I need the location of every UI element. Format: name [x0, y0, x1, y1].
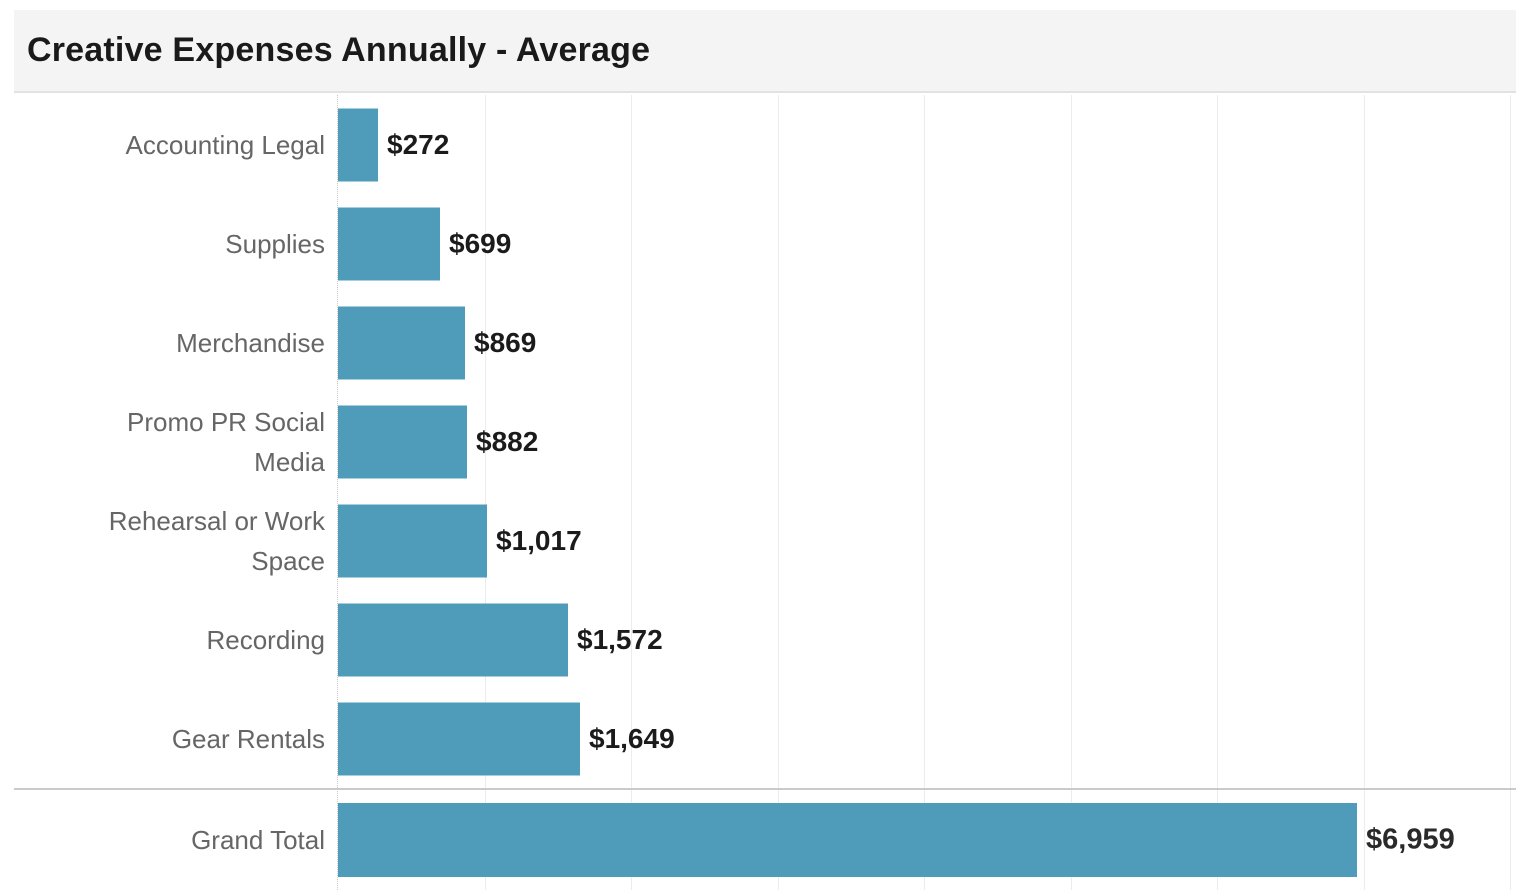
category-label-supplies: Supplies: [225, 228, 325, 259]
grand-total-row: Grand Total $6,959: [0, 790, 1516, 890]
chart-row-merchandise: Merchandise $869: [0, 293, 1516, 392]
bar-rows: Accounting Legal $272 Supplies $699 Merchand…: [0, 95, 1516, 788]
value-label-supplies: $699: [449, 227, 512, 259]
value-label-rehearsal-or-work-space: $1,017: [496, 524, 582, 556]
value-label-merchandise: $869: [474, 326, 537, 358]
chart-title: Creative Expenses Annually - Average: [27, 31, 651, 69]
chart-row-accounting-legal: Accounting Legal $272: [0, 95, 1516, 194]
category-label-rehearsal-or-work-space: Rehearsal or Work Space: [108, 505, 325, 576]
bar-merchandise[interactable]: [338, 306, 465, 379]
gridline: [1217, 95, 1218, 890]
chart-row-recording: Recording $1,572: [0, 590, 1516, 689]
bar-promo-pr-social-media[interactable]: [338, 405, 467, 478]
chart-row-rehearsal-or-work-space: Rehearsal or Work Space $1,017: [0, 491, 1516, 590]
chart-row-promo-pr-social-media: Promo PR Social Media $882: [0, 392, 1516, 491]
gridline: [924, 95, 925, 890]
value-label-accounting-legal: $272: [387, 128, 450, 160]
chart-row-supplies: Supplies $699: [0, 194, 1516, 293]
category-label-gear-rentals: Gear Rentals: [171, 723, 325, 754]
gridline: [1071, 95, 1072, 890]
category-label-accounting-legal: Accounting Legal: [125, 129, 325, 160]
gridline: [1510, 95, 1511, 890]
category-label-recording: Recording: [206, 624, 325, 655]
value-label-gear-rentals: $1,649: [589, 722, 675, 754]
bar-grand-total[interactable]: [338, 803, 1357, 877]
value-label-promo-pr-social-media: $882: [476, 425, 539, 457]
value-label-grand-total: $6,959: [1366, 823, 1455, 856]
category-label-grand-total: Grand Total: [191, 825, 325, 855]
gridline: [485, 95, 486, 890]
category-label-promo-pr-social-media: Promo PR Social Media: [127, 406, 325, 477]
bar-supplies[interactable]: [338, 207, 440, 280]
gridline: [631, 95, 632, 890]
bar-accounting-legal[interactable]: [338, 108, 378, 181]
title-band: Creative Expenses Annually - Average: [14, 10, 1516, 93]
bar-recording[interactable]: [338, 603, 568, 676]
axis-zero-line: [337, 95, 338, 890]
bar-gear-rentals[interactable]: [338, 702, 580, 775]
gridline: [1364, 95, 1365, 890]
grand-total-separator: [14, 788, 1516, 790]
gridline: [778, 95, 779, 890]
value-label-recording: $1,572: [577, 623, 663, 655]
category-label-merchandise: Merchandise: [176, 327, 325, 358]
bar-rehearsal-or-work-space[interactable]: [338, 504, 487, 577]
chart-row-gear-rentals: Gear Rentals $1,649: [0, 689, 1516, 788]
